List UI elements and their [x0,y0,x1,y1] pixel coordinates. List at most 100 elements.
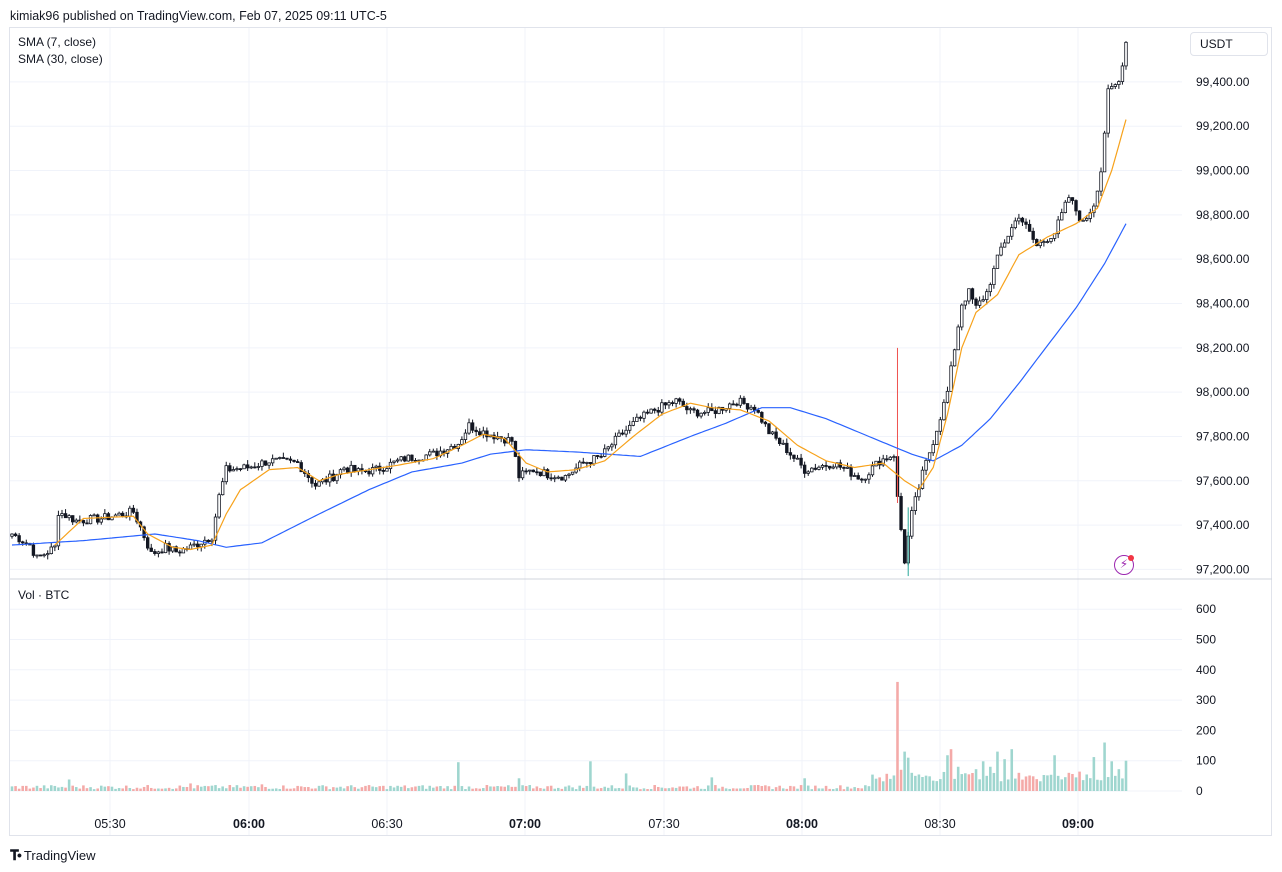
volume-bar [781,788,785,791]
volume-bar [403,785,407,791]
candle-body [842,466,846,469]
volume-bar [889,778,892,791]
volume-bar [135,787,139,791]
time-axis[interactable]: 05:30 06:00 06:30 07:00 07:30 08:00 08:30 09:00 [94,817,1094,831]
volume-bar [678,786,681,791]
volume-tick-label: 300 [1196,693,1216,707]
volume-bar [1092,757,1096,791]
volume-bar [14,786,17,791]
candle-body [406,454,411,462]
candle-body [42,554,46,557]
volume-bar [121,788,124,791]
candle-body [742,397,746,404]
volume-bar [717,788,721,791]
candle-body [156,551,161,554]
candle-body [567,473,571,476]
volume-bar [357,788,360,791]
currency-button[interactable]: USDT [1190,32,1268,56]
candle-body [595,455,600,457]
candle-body [267,462,271,466]
legend-sma-fast[interactable]: SMA (7, close) [18,35,97,49]
volume-bar [114,788,117,791]
volume-bar [896,681,899,791]
volume-bar [756,784,760,791]
volume-bar [389,785,392,791]
volume-bar [946,755,949,791]
candle-body [585,462,589,464]
chart-frame[interactable] [9,27,1272,836]
candle-body [795,457,800,460]
candle-body [1027,223,1032,232]
volume-bar [149,787,153,791]
volume-bar [989,766,992,791]
volume-bar [635,787,639,791]
volume-bar [642,788,646,791]
volume-bar [535,786,539,791]
volume-bar [364,785,367,791]
volume-bar [442,788,446,791]
candle-body [570,471,575,475]
volume-bar [242,786,246,791]
candle-body [174,546,178,553]
candle-body [1074,200,1078,212]
candle-body [927,452,932,461]
price-tick-label: 99,200.00 [1196,119,1250,133]
candle-body [435,450,439,457]
legend-volume[interactable]: Vol · BTC [18,588,70,602]
volume-bar [664,788,667,791]
candle-body [192,543,196,546]
volume-bar [153,788,157,791]
volume-bar [585,785,589,791]
volume-bar [24,785,28,791]
volume-bar [653,785,656,791]
candle-body [367,470,371,475]
candle-body [1095,190,1100,207]
volume-bar [382,785,385,791]
candle-body [992,268,996,286]
volume-bar [596,788,599,791]
candle-body [610,444,614,448]
volume-bar [17,788,21,791]
candle-body [735,403,739,406]
volume-bar [817,788,821,791]
volume-bar [546,786,549,791]
candle-body [667,402,671,406]
volume-bar [296,785,299,791]
volume-bar [117,788,121,791]
volume-bar [417,785,421,791]
candle-body [870,465,875,476]
volume-bar [1039,781,1042,791]
volume-bar [1067,772,1071,791]
candle-body [920,469,925,489]
candle-body [885,458,889,461]
candle-body [313,482,318,487]
volume-bar [128,787,132,791]
candle-body [217,494,221,518]
volume-bar [374,787,378,791]
price-axis[interactable]: 97,200.00 97,400.00 97,600.00 97,800.00 98,0… [1196,75,1250,577]
volume-bar [789,785,792,791]
volume-bar [660,787,664,791]
volume-bar [460,786,464,791]
volume-bar [771,789,774,791]
volume-bar [1081,780,1085,791]
candle-body [392,460,396,463]
candle-body [985,291,989,300]
time-tick-label: 06:30 [371,817,402,831]
volume-bar [599,788,603,791]
volume-bar [99,785,103,791]
price-tick-label: 99,400.00 [1196,75,1250,89]
volume-bar [785,788,789,791]
volume-bar [1046,775,1049,791]
volume-bar [656,786,660,791]
lightning-icon[interactable]: ⚡ [1114,555,1134,575]
brand[interactable]: 𝐓• TradingView [10,847,95,864]
volume-bar [503,786,507,791]
volume-axis[interactable]: 0 100 200 300 400 500 600 [1196,602,1216,798]
volume-bar [949,749,953,791]
legend-sma-slow[interactable]: SMA (30, close) [18,52,103,66]
candle-body [81,520,86,524]
candle-body [731,403,735,406]
candle-body [863,478,868,481]
